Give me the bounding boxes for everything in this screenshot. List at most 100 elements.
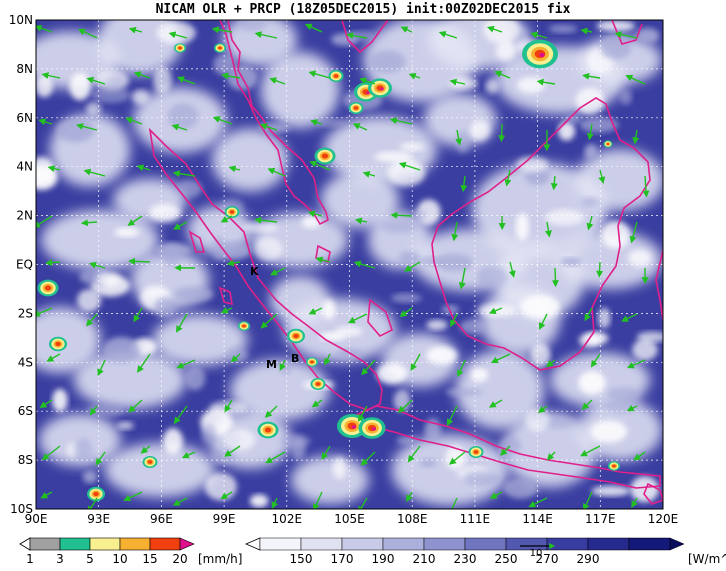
precip-colorbar-label: 15 bbox=[142, 552, 157, 566]
cloud-patch bbox=[485, 78, 499, 94]
wind-vector bbox=[211, 26, 233, 34]
coastline-borneo bbox=[431, 97, 651, 371]
wind-vector bbox=[486, 25, 503, 33]
cloud-patch bbox=[426, 319, 448, 331]
wind-vector bbox=[176, 76, 196, 85]
lon-tick-label: 108E bbox=[397, 512, 428, 526]
cloud-patch bbox=[600, 34, 632, 60]
coastline-bangka bbox=[367, 298, 393, 337]
wind-vector bbox=[399, 307, 413, 318]
wind-vector bbox=[539, 313, 548, 330]
cloud-patch bbox=[606, 387, 641, 402]
olr-colorbar-swatch bbox=[259, 537, 302, 551]
wind-vector bbox=[83, 168, 106, 177]
precip-cell bbox=[224, 206, 240, 218]
wind-vector bbox=[438, 30, 458, 39]
olr-colorbar-label: 290 bbox=[577, 552, 600, 566]
wind-vector bbox=[45, 259, 61, 267]
wind-vector bbox=[398, 161, 421, 171]
cloud-patch bbox=[499, 436, 522, 455]
wind-vector bbox=[362, 171, 376, 178]
wind-vector bbox=[321, 445, 331, 461]
cloud-patch bbox=[391, 293, 422, 303]
precip-cell bbox=[608, 461, 620, 471]
olr-colorbar-label: 170 bbox=[331, 552, 354, 566]
wind-vector bbox=[309, 160, 331, 171]
wind-vector bbox=[85, 313, 98, 327]
cloud-patch bbox=[619, 89, 632, 105]
wind-vector bbox=[544, 221, 552, 238]
wind-vector bbox=[123, 491, 143, 502]
cloud-patch bbox=[545, 209, 585, 226]
cloud-patch bbox=[557, 121, 576, 141]
cloud-patch bbox=[413, 210, 427, 221]
wind-vector bbox=[80, 219, 98, 227]
wind-vector bbox=[580, 445, 601, 457]
olr-colorbar-swatch bbox=[300, 537, 343, 551]
wind-vector bbox=[358, 497, 368, 509]
wind-vector bbox=[224, 445, 241, 457]
lat-tick-label: 2S bbox=[18, 306, 33, 320]
cloud-patch bbox=[476, 266, 508, 288]
wind-vector bbox=[626, 404, 638, 412]
precip-cell bbox=[328, 70, 344, 82]
wind-vector bbox=[590, 353, 601, 368]
olr-colorbar-swatch bbox=[587, 537, 630, 551]
cloud-patch bbox=[398, 251, 420, 265]
wind-vector bbox=[133, 71, 151, 79]
wind-vector bbox=[406, 491, 413, 503]
wind-vector bbox=[315, 256, 331, 264]
precip-colorbar-swatch bbox=[89, 537, 121, 551]
wind-vector bbox=[404, 261, 421, 272]
cloud-patch bbox=[591, 485, 631, 497]
cloud-patch bbox=[242, 222, 279, 233]
olr-colorbar-label: 270 bbox=[536, 552, 559, 566]
cloud-patch bbox=[376, 362, 408, 384]
plot-frame bbox=[35, 19, 664, 510]
wind-vector bbox=[614, 31, 638, 39]
wind-vector bbox=[140, 445, 151, 454]
cloud-patch bbox=[601, 220, 631, 249]
wind-vector bbox=[228, 165, 241, 173]
wind-vector bbox=[171, 123, 188, 131]
olr-colorbar: 150 170 190 210 230 250 270 290 [W/m^2] 10 bbox=[244, 537, 726, 566]
lat-tick-label: 6N bbox=[16, 111, 33, 125]
wind-vector bbox=[176, 313, 188, 333]
coastline-sumatra bbox=[148, 127, 383, 411]
wind-vector bbox=[408, 72, 421, 80]
wind-vector bbox=[127, 215, 143, 226]
cloud-patch bbox=[316, 118, 349, 127]
lon-tick-label: 120E bbox=[648, 512, 679, 526]
cloud-patch bbox=[596, 20, 636, 32]
precip-cell bbox=[468, 446, 484, 458]
wind-vector bbox=[538, 405, 548, 414]
wind-vector bbox=[584, 307, 593, 322]
precip-cell bbox=[174, 43, 186, 53]
lon-tick-label: 99E bbox=[213, 512, 236, 526]
cloud-patch bbox=[584, 144, 598, 161]
wind-vector bbox=[586, 215, 594, 231]
wind-vector bbox=[36, 307, 53, 317]
wind-vector bbox=[36, 215, 53, 228]
precip-colorbar-swatch bbox=[149, 537, 181, 551]
wind-vector bbox=[625, 74, 646, 85]
cloud-patch bbox=[590, 420, 628, 443]
lon-tick-label: 105E bbox=[334, 512, 365, 526]
wind-vector bbox=[489, 491, 503, 499]
cloud-patch bbox=[564, 114, 582, 124]
lon-tick-label: 117E bbox=[585, 512, 616, 526]
coastline-bali-lombok bbox=[643, 482, 663, 505]
cloud-patch bbox=[269, 275, 331, 325]
wind-vector bbox=[488, 307, 503, 315]
wind-vector bbox=[397, 399, 413, 414]
wind-vector bbox=[220, 215, 233, 223]
cloud-patch bbox=[226, 347, 249, 363]
cloud-patch bbox=[495, 41, 516, 61]
cloud-patch bbox=[77, 288, 102, 312]
cloud-patch bbox=[445, 445, 466, 470]
lat-tick-label: 8N bbox=[16, 62, 33, 76]
cloud-patch bbox=[90, 86, 131, 104]
cloud-patch bbox=[131, 89, 150, 105]
wind-vector bbox=[460, 175, 468, 193]
wind-vector bbox=[500, 445, 511, 456]
